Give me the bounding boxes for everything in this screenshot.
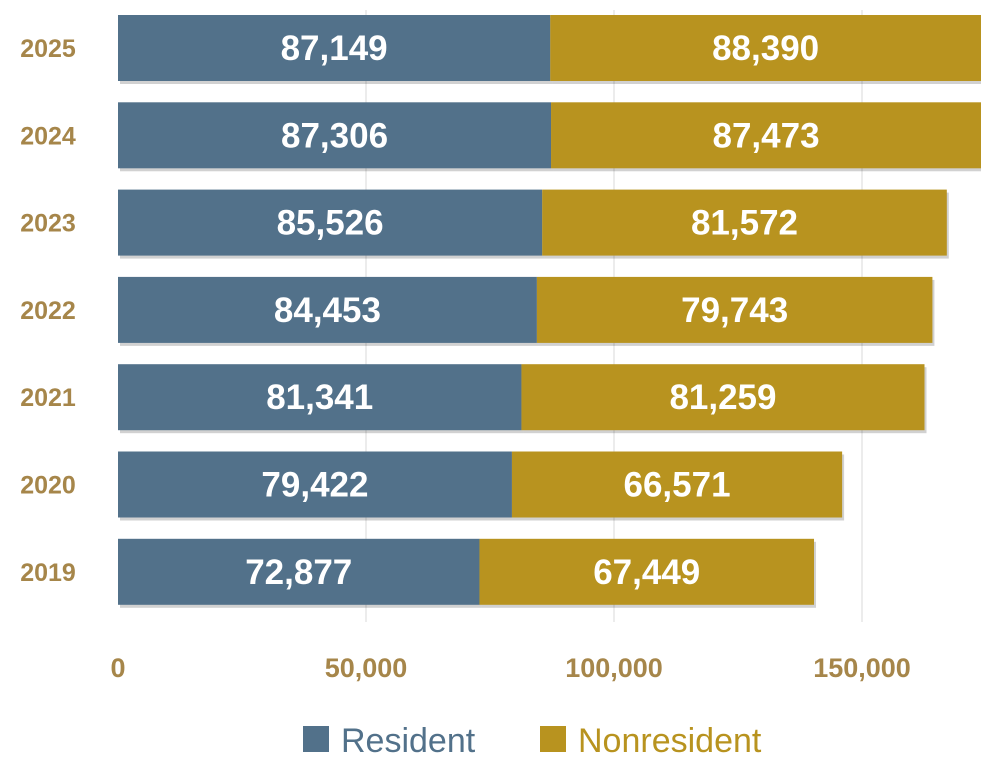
y-category-label-2023: 2023: [20, 210, 76, 238]
legend-swatch-nonresident: [540, 726, 566, 752]
data-label-nonresident-2023: 81,572: [691, 204, 798, 243]
x-tick-label-100,000: 100,000: [565, 653, 663, 683]
bar-nonresident-2025: [550, 15, 981, 81]
data-label-nonresident-2019: 67,449: [593, 553, 700, 592]
data-label-resident-2020: 79,422: [261, 466, 368, 505]
data-label-resident-2021: 81,341: [266, 378, 373, 417]
data-label-resident-2023: 85,526: [277, 204, 384, 243]
data-label-resident-2022: 84,453: [274, 291, 381, 330]
y-category-label-2025: 2025: [20, 35, 76, 63]
data-label-nonresident-2021: 81,259: [669, 378, 776, 417]
data-label-resident-2019: 72,877: [245, 553, 352, 592]
bars: [118, 15, 981, 608]
data-label-nonresident-2020: 66,571: [623, 466, 730, 505]
data-label-nonresident-2024: 87,473: [712, 116, 819, 155]
data-label-nonresident-2025: 88,390: [712, 29, 819, 68]
bar-nonresident-2021: [521, 364, 925, 431]
legend: Resident Nonresident: [303, 722, 762, 760]
bar-nonresident-2024: [551, 102, 981, 169]
y-category-label-2022: 2022: [20, 297, 76, 325]
bar-nonresident-2020: [511, 451, 843, 518]
bar-nonresident-2019: [479, 538, 815, 605]
y-axis-categories: 2025 2024 2023 2022 2021 2020 2019: [20, 35, 76, 587]
bar-resident-2023: [118, 189, 543, 256]
legend-swatch-resident: [303, 726, 329, 752]
data-labels: 87,149 88,390 87,306 87,473 85,526 81,572 84,4…: [245, 29, 819, 592]
bar-resident-2021: [118, 364, 522, 431]
y-category-label-2021: 2021: [20, 384, 76, 412]
legend-label-resident: Resident: [341, 722, 476, 760]
data-label-resident-2024: 87,306: [281, 116, 388, 155]
y-category-label-2024: 2024: [20, 122, 76, 150]
y-category-label-2020: 2020: [20, 472, 76, 500]
y-category-label-2019: 2019: [20, 559, 76, 587]
bar-resident-2020: [118, 451, 512, 518]
bar-resident-2019: [118, 538, 480, 605]
data-label-nonresident-2022: 79,743: [681, 291, 788, 330]
bar-nonresident-2022: [536, 276, 933, 343]
x-axis-ticks: 0 50,000 100,000 150,000: [110, 653, 910, 683]
bar-resident-2024: [118, 102, 552, 169]
data-label-resident-2025: 87,149: [281, 29, 388, 68]
x-tick-label-150,000: 150,000: [813, 653, 911, 683]
bar-resident-2022: [118, 276, 537, 343]
x-tick-label-0: 0: [110, 653, 125, 683]
bar-resident-2025: [118, 15, 551, 81]
x-tick-label-50,000: 50,000: [325, 653, 408, 683]
legend-label-nonresident: Nonresident: [578, 722, 762, 760]
bar-nonresident-2023: [542, 189, 947, 256]
